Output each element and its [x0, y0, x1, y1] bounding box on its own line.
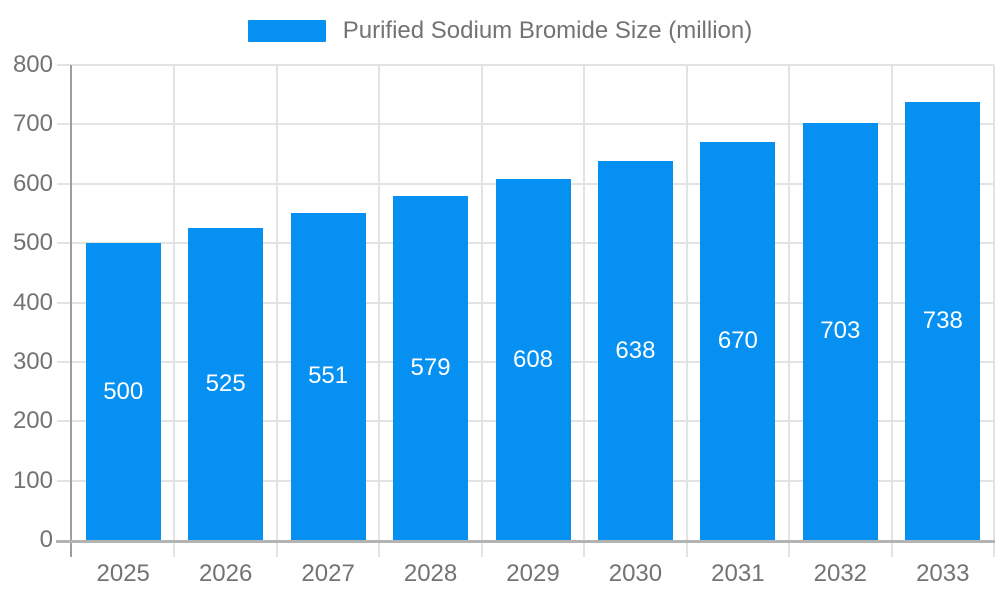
bar-value-label: 738 — [922, 306, 963, 334]
x-axis-line — [56, 540, 995, 543]
bar-value-label: 703 — [820, 317, 861, 345]
y-axis-line — [70, 65, 72, 557]
y-gridline — [57, 64, 994, 66]
legend-swatch[interactable] — [247, 20, 326, 42]
bar-2030[interactable] — [597, 161, 673, 540]
y-axis-tick-label: 400 — [12, 288, 53, 316]
bar-value-label: 579 — [410, 354, 451, 382]
x-gridline — [480, 65, 483, 557]
x-gridline — [993, 65, 995, 557]
x-axis-tick-label: 2030 — [608, 560, 663, 587]
bar-2026[interactable] — [188, 228, 264, 540]
y-axis-tick-label: 300 — [12, 347, 53, 375]
y-axis-tick-label: 800 — [12, 51, 53, 78]
bar-2033[interactable] — [905, 101, 981, 540]
bar-value-label: 500 — [103, 377, 144, 405]
y-gridline — [57, 123, 994, 126]
legend: Purified Sodium Bromide Size (million) — [0, 17, 1000, 45]
x-axis-tick-label: 2025 — [96, 560, 150, 587]
y-axis-tick-label: 700 — [12, 110, 53, 138]
x-axis-tick-label: 2029 — [506, 560, 560, 587]
x-gridline — [173, 65, 176, 557]
bar-2028[interactable] — [393, 196, 469, 540]
x-gridline — [275, 65, 278, 557]
y-axis-tick-label: 0 — [39, 526, 53, 553]
bar-2025[interactable] — [85, 243, 161, 540]
bar-value-label: 638 — [615, 336, 656, 364]
x-gridline — [378, 65, 381, 557]
x-axis-tick-label: 2031 — [711, 560, 765, 587]
x-axis-tick-label: 2027 — [301, 560, 355, 587]
bar-value-label: 608 — [512, 345, 554, 373]
bar-2029[interactable] — [495, 179, 571, 540]
x-axis-tick-label: 2028 — [403, 560, 458, 587]
legend-label[interactable]: Purified Sodium Bromide Size (million) — [342, 17, 753, 44]
bar-value-label: 551 — [308, 362, 349, 390]
x-gridline — [788, 65, 791, 557]
x-axis-tick-label: 2026 — [198, 560, 253, 587]
y-axis-tick-label: 600 — [12, 169, 53, 197]
x-axis-tick-label: 2033 — [916, 560, 970, 587]
bar-2031[interactable] — [700, 142, 776, 540]
bar-value-label: 670 — [717, 327, 758, 355]
y-axis-tick-label: 100 — [12, 466, 53, 494]
y-axis-tick-label: 200 — [12, 407, 53, 435]
x-gridline — [890, 65, 893, 557]
bar-value-label: 525 — [205, 370, 246, 398]
y-axis-tick-label: 500 — [12, 229, 53, 257]
x-gridline — [685, 65, 688, 557]
x-gridline — [583, 65, 586, 557]
bar-2027[interactable] — [290, 212, 366, 540]
x-axis-tick-label: 2032 — [813, 560, 868, 587]
bar-2032[interactable] — [802, 122, 878, 540]
